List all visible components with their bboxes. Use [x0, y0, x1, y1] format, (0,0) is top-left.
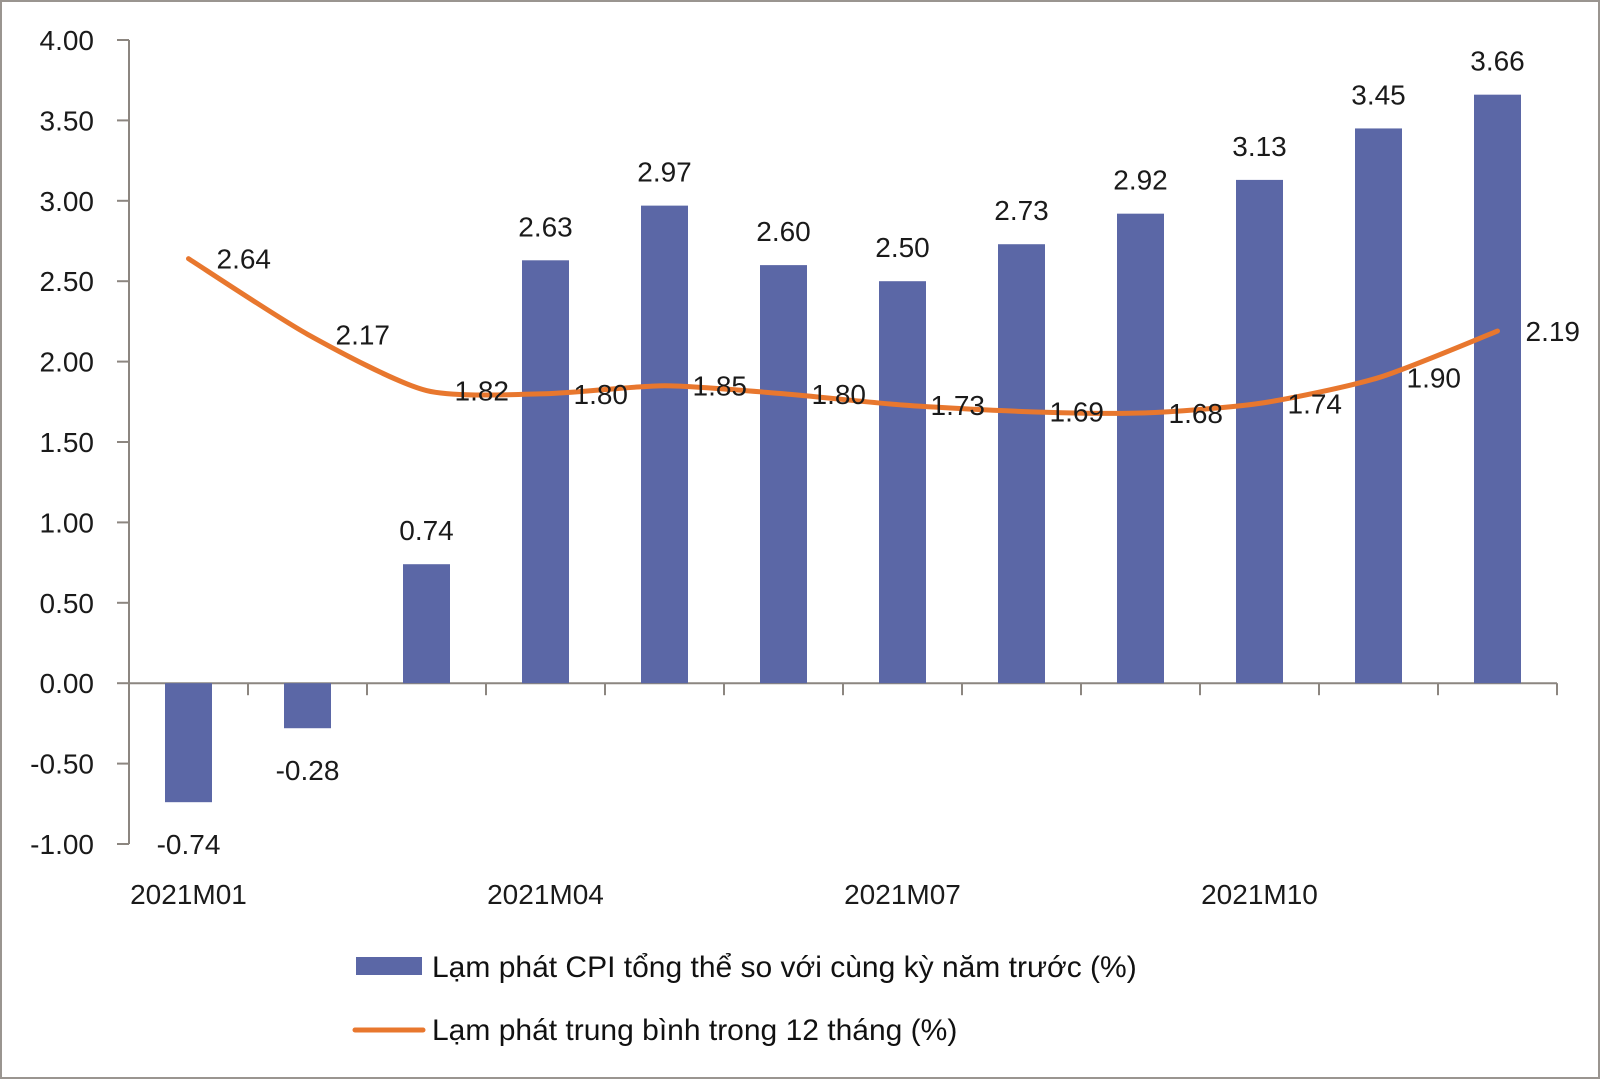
bar-data-label: 2.50 — [875, 232, 930, 263]
bar[interactable] — [641, 205, 688, 684]
bar[interactable] — [284, 683, 331, 729]
x-tick-label: 2021M07 — [844, 879, 961, 910]
line-data-label: 1.80 — [574, 379, 629, 410]
bar[interactable] — [403, 564, 450, 684]
y-tick-label: 3.50 — [40, 105, 95, 136]
y-tick-label: 1.50 — [40, 427, 95, 458]
bar[interactable] — [1355, 128, 1402, 684]
bar[interactable] — [522, 260, 569, 684]
bar-data-labels: -0.74 -0.28 0.74 2.63 2.97 2.60 2.50 2.73 2.92 3.… — [157, 46, 1525, 861]
legend-label-average-12m: Lạm phát trung bình trong 12 tháng (%) — [432, 1014, 957, 1047]
x-tick-label: 2021M04 — [487, 879, 604, 910]
legend: Lạm phát CPI tổng thể so với cùng kỳ năm… — [352, 951, 1137, 1047]
y-tick-label: 2.00 — [40, 347, 95, 378]
line-data-labels: 2.64 2.17 1.82 1.80 1.85 1.80 1.73 1.69 1.68 1.74… — [217, 244, 1581, 429]
legend-item-cpi-yoy[interactable]: Lạm phát CPI tổng thể so với cùng kỳ năm… — [356, 951, 1137, 984]
bar[interactable] — [165, 683, 212, 803]
x-axis: 2021M01 2021M04 2021M07 2021M10 — [129, 682, 1558, 910]
line-data-label: 2.17 — [336, 319, 391, 350]
y-tick-label: 1.00 — [40, 507, 95, 538]
y-tick-label: 4.00 — [40, 25, 95, 56]
bar[interactable] — [1474, 94, 1521, 684]
bar-data-label: -0.28 — [276, 755, 340, 786]
bar-data-label: 2.73 — [994, 195, 1049, 226]
y-tick-label: 0.50 — [40, 588, 95, 619]
bar-data-label: 3.66 — [1470, 46, 1525, 77]
bar-data-label: -0.74 — [157, 829, 221, 860]
bar-data-label: 2.60 — [756, 216, 811, 247]
bar-data-label: 2.97 — [637, 157, 692, 188]
bar-data-label: 2.92 — [1113, 165, 1168, 196]
line-data-label: 1.80 — [812, 379, 867, 410]
y-tick-label: 3.00 — [40, 186, 95, 217]
bar-data-label: 2.63 — [518, 211, 573, 242]
bar-data-label: 3.13 — [1232, 131, 1287, 162]
y-tick-label: 0.00 — [40, 668, 95, 699]
line-data-label: 1.82 — [455, 376, 510, 407]
line-series — [186, 256, 1500, 416]
y-tick-label: -1.00 — [30, 829, 94, 860]
bar-data-label: 0.74 — [399, 515, 454, 546]
bar[interactable] — [879, 281, 926, 684]
bar-series — [165, 94, 1521, 803]
bar[interactable] — [998, 244, 1045, 684]
line-data-label: 2.19 — [1526, 316, 1581, 347]
y-tick-label: 2.50 — [40, 266, 95, 297]
bar-data-label: 3.45 — [1351, 79, 1406, 110]
bar[interactable] — [760, 265, 807, 684]
line-data-label: 1.74 — [1288, 388, 1343, 419]
line-data-label: 2.64 — [217, 244, 272, 275]
x-tick-label: 2021M10 — [1201, 879, 1318, 910]
line-path[interactable] — [186, 256, 1500, 416]
y-axis: 4.00 3.50 3.00 2.50 2.00 1.50 1.00 0.50 0.00 -0.5… — [30, 25, 130, 860]
legend-label-cpi-yoy: Lạm phát CPI tổng thể so với cùng kỳ năm… — [432, 951, 1137, 984]
line-data-label: 1.90 — [1407, 363, 1462, 394]
legend-item-average-12m[interactable]: Lạm phát trung bình trong 12 tháng (%) — [352, 1014, 957, 1047]
line-data-label: 1.85 — [693, 371, 748, 402]
y-tick-label: -0.50 — [30, 749, 94, 780]
bar[interactable] — [1117, 213, 1164, 684]
line-data-label: 1.68 — [1169, 398, 1224, 429]
line-data-label: 1.69 — [1050, 396, 1105, 427]
line-data-label: 1.73 — [931, 390, 986, 421]
bar[interactable] — [1236, 179, 1283, 684]
x-tick-label: 2021M01 — [130, 879, 247, 910]
legend-swatch-bar — [356, 957, 422, 975]
